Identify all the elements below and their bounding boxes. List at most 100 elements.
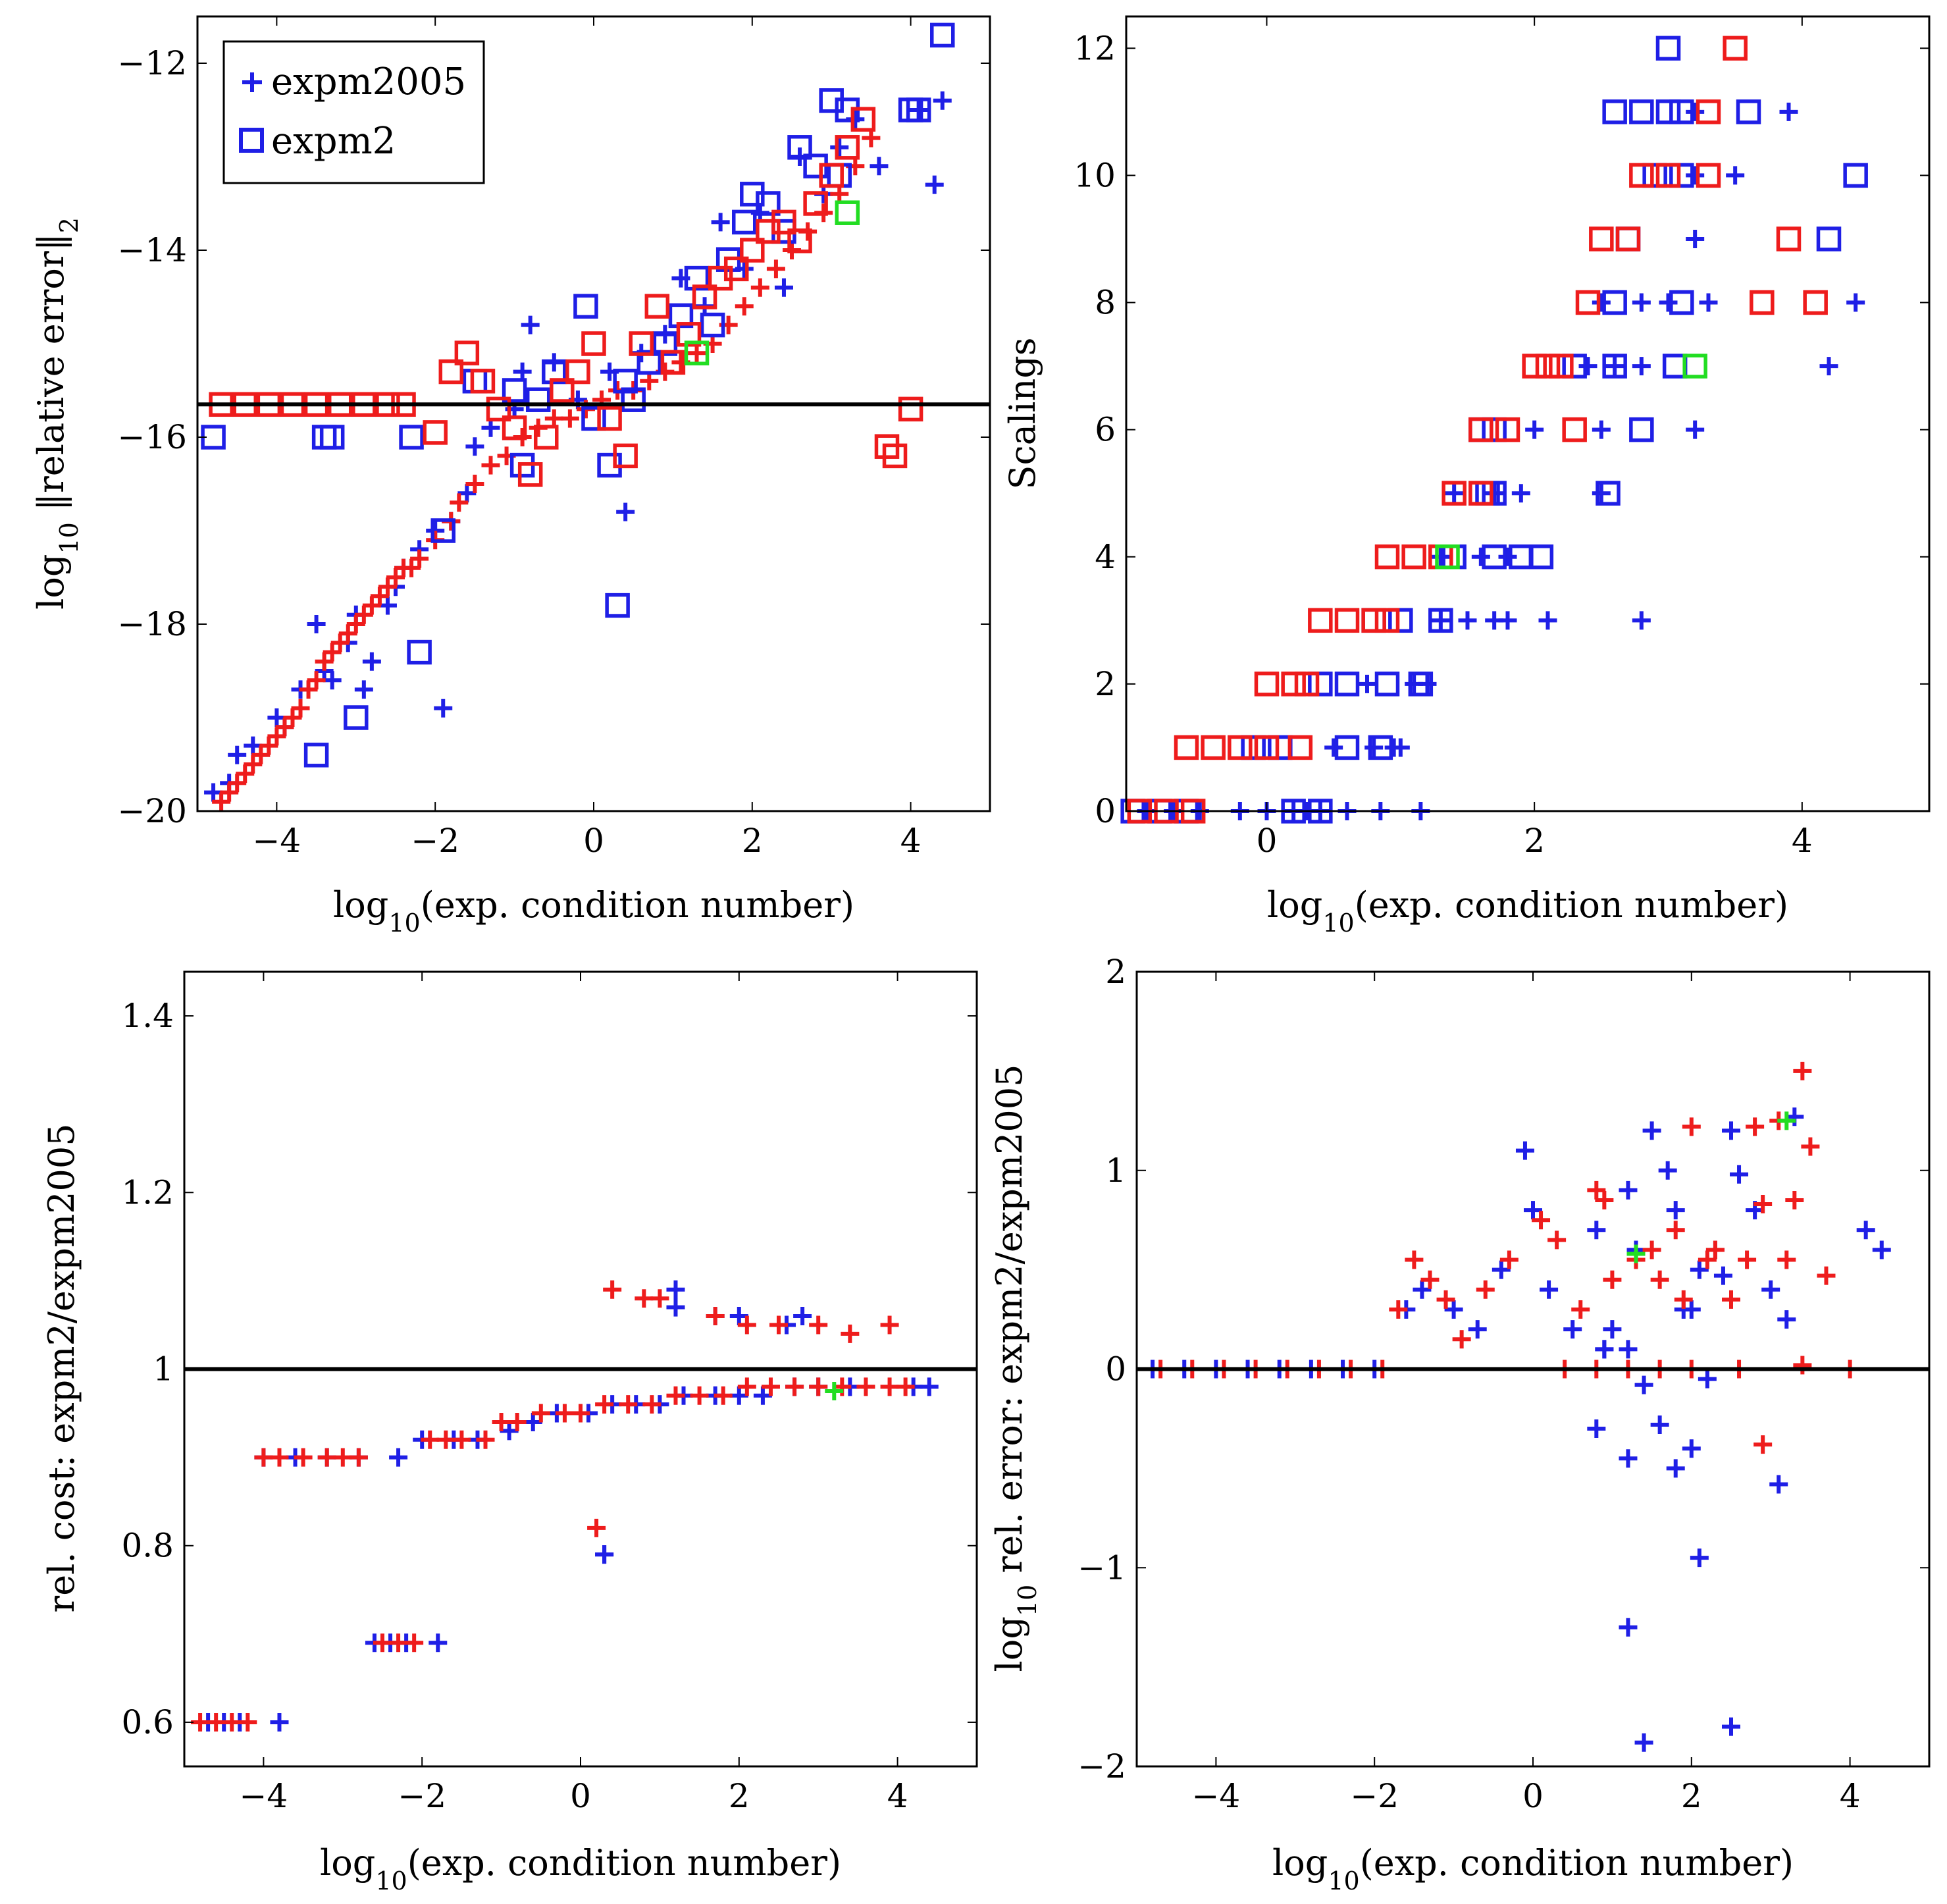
data-point-plus bbox=[737, 1377, 756, 1396]
data-point-plus bbox=[228, 774, 247, 793]
x-tick-label: −4 bbox=[1192, 1777, 1241, 1815]
data-point-plus bbox=[619, 1395, 638, 1414]
data-point-plus bbox=[642, 1395, 662, 1414]
data-point-square bbox=[1602, 354, 1627, 379]
data-point-plus bbox=[841, 1324, 860, 1343]
data-point-square bbox=[1629, 99, 1654, 124]
data-point-square bbox=[517, 462, 543, 487]
y-axis-label: Scalings bbox=[1002, 337, 1043, 489]
data-point-square bbox=[1388, 608, 1413, 633]
data-point-plus bbox=[690, 1386, 709, 1405]
data-point-plus bbox=[1485, 484, 1504, 503]
data-point-plus bbox=[1632, 611, 1651, 630]
data-point-plus bbox=[457, 484, 477, 503]
data-point-plus bbox=[1632, 293, 1651, 312]
data-point-plus bbox=[307, 671, 326, 690]
data-point-plus bbox=[1698, 1250, 1717, 1269]
data-point-plus bbox=[270, 1712, 289, 1732]
data-point-plus bbox=[476, 1430, 495, 1449]
data-point-plus bbox=[1872, 1240, 1891, 1259]
panel-relative-error-ratio: −4 −2 0 2 4 −2 −1 0 1 2 log10(exp. condition numb… bbox=[989, 953, 1931, 1895]
y-tick-label: 0 bbox=[1105, 1350, 1126, 1388]
data-point-square bbox=[668, 303, 694, 329]
data-point-plus bbox=[1587, 1180, 1606, 1200]
data-point-square bbox=[581, 331, 606, 356]
data-point-plus bbox=[1445, 484, 1464, 503]
y-tick-label: −1 bbox=[1077, 1548, 1126, 1587]
data-point-plus bbox=[492, 1412, 511, 1431]
data-point-plus bbox=[389, 1448, 408, 1467]
data-point-plus bbox=[1538, 611, 1557, 630]
data-point-plus bbox=[595, 1545, 614, 1564]
data-point-square bbox=[1468, 417, 1493, 442]
data-point-plus bbox=[1632, 357, 1651, 376]
data-point-plus bbox=[809, 1377, 828, 1396]
data-point-plus bbox=[1619, 1449, 1638, 1468]
data-point-plus bbox=[862, 128, 881, 147]
data-point-square bbox=[1495, 417, 1520, 442]
panel-relative-error-marks bbox=[201, 22, 955, 811]
x-tick-label: 0 bbox=[1257, 822, 1278, 860]
data-point-plus bbox=[793, 1307, 812, 1326]
data-point-plus bbox=[1444, 1300, 1463, 1319]
x-tick-label: −4 bbox=[253, 822, 301, 860]
data-point-plus bbox=[735, 297, 754, 316]
data-point-square bbox=[1669, 99, 1694, 124]
data-point-square bbox=[1308, 672, 1333, 697]
data-point-plus bbox=[1532, 1211, 1551, 1230]
y-tick-label: −20 bbox=[117, 792, 187, 830]
data-point-plus bbox=[880, 1315, 899, 1335]
y-tick-label: 0 bbox=[1095, 792, 1116, 830]
data-point-square bbox=[1334, 608, 1360, 633]
panel-scalings-marks bbox=[1120, 36, 1868, 824]
data-point-square bbox=[1268, 735, 1293, 760]
data-point-square bbox=[1435, 544, 1460, 569]
data-point-plus bbox=[317, 1448, 336, 1467]
data-point-plus bbox=[1793, 1356, 1812, 1375]
data-point-plus bbox=[666, 1386, 685, 1405]
data-point-plus bbox=[1452, 1330, 1471, 1349]
data-point-plus bbox=[1856, 1221, 1875, 1240]
y-axis-label: log10 ‖relative error‖2 bbox=[30, 217, 84, 610]
data-point-square bbox=[462, 369, 488, 394]
data-point-plus bbox=[830, 138, 849, 157]
y-tick-label: 1.2 bbox=[121, 1173, 174, 1211]
data-point-square bbox=[684, 265, 710, 291]
data-point-plus bbox=[1686, 420, 1705, 439]
data-point-plus bbox=[1511, 484, 1530, 503]
data-point-plus bbox=[1722, 1290, 1740, 1309]
data-point-plus bbox=[711, 213, 730, 232]
data-point-plus bbox=[1413, 1280, 1432, 1299]
data-point-plus bbox=[1761, 1280, 1780, 1299]
data-point-square bbox=[454, 340, 480, 365]
legend-entry-expm2005: expm2005 bbox=[271, 61, 466, 103]
data-point-square bbox=[502, 415, 527, 440]
data-point-square bbox=[407, 639, 432, 665]
data-point-plus bbox=[1634, 1375, 1653, 1394]
data-point-plus bbox=[259, 736, 278, 755]
data-point-square bbox=[1549, 354, 1574, 379]
data-point-plus bbox=[1499, 1250, 1519, 1269]
x-tick-label: 0 bbox=[583, 822, 604, 860]
data-point-plus bbox=[481, 456, 500, 475]
data-point-square bbox=[613, 443, 638, 469]
data-point-square bbox=[1682, 354, 1707, 379]
data-point-square bbox=[1655, 163, 1681, 188]
data-point-plus bbox=[1405, 1250, 1424, 1269]
data-point-plus bbox=[925, 175, 944, 194]
y-tick-label: 8 bbox=[1095, 284, 1116, 322]
y-tick-label: 1 bbox=[1105, 1151, 1126, 1190]
legend-box bbox=[222, 40, 485, 184]
x-axis-label: log10(exp. condition number) bbox=[333, 884, 854, 938]
data-point-plus bbox=[1619, 1340, 1638, 1359]
panel-relative-error-ratio-marks bbox=[1143, 1061, 1891, 1752]
data-point-square bbox=[1468, 481, 1493, 506]
x-tick-label: 2 bbox=[729, 1777, 750, 1815]
data-point-square bbox=[550, 378, 575, 403]
data-point-plus bbox=[1642, 1121, 1661, 1140]
data-point-square bbox=[1281, 672, 1306, 697]
data-point-plus bbox=[1650, 1270, 1669, 1289]
data-point-plus bbox=[1682, 1439, 1701, 1458]
data-point-plus bbox=[1769, 1475, 1788, 1494]
